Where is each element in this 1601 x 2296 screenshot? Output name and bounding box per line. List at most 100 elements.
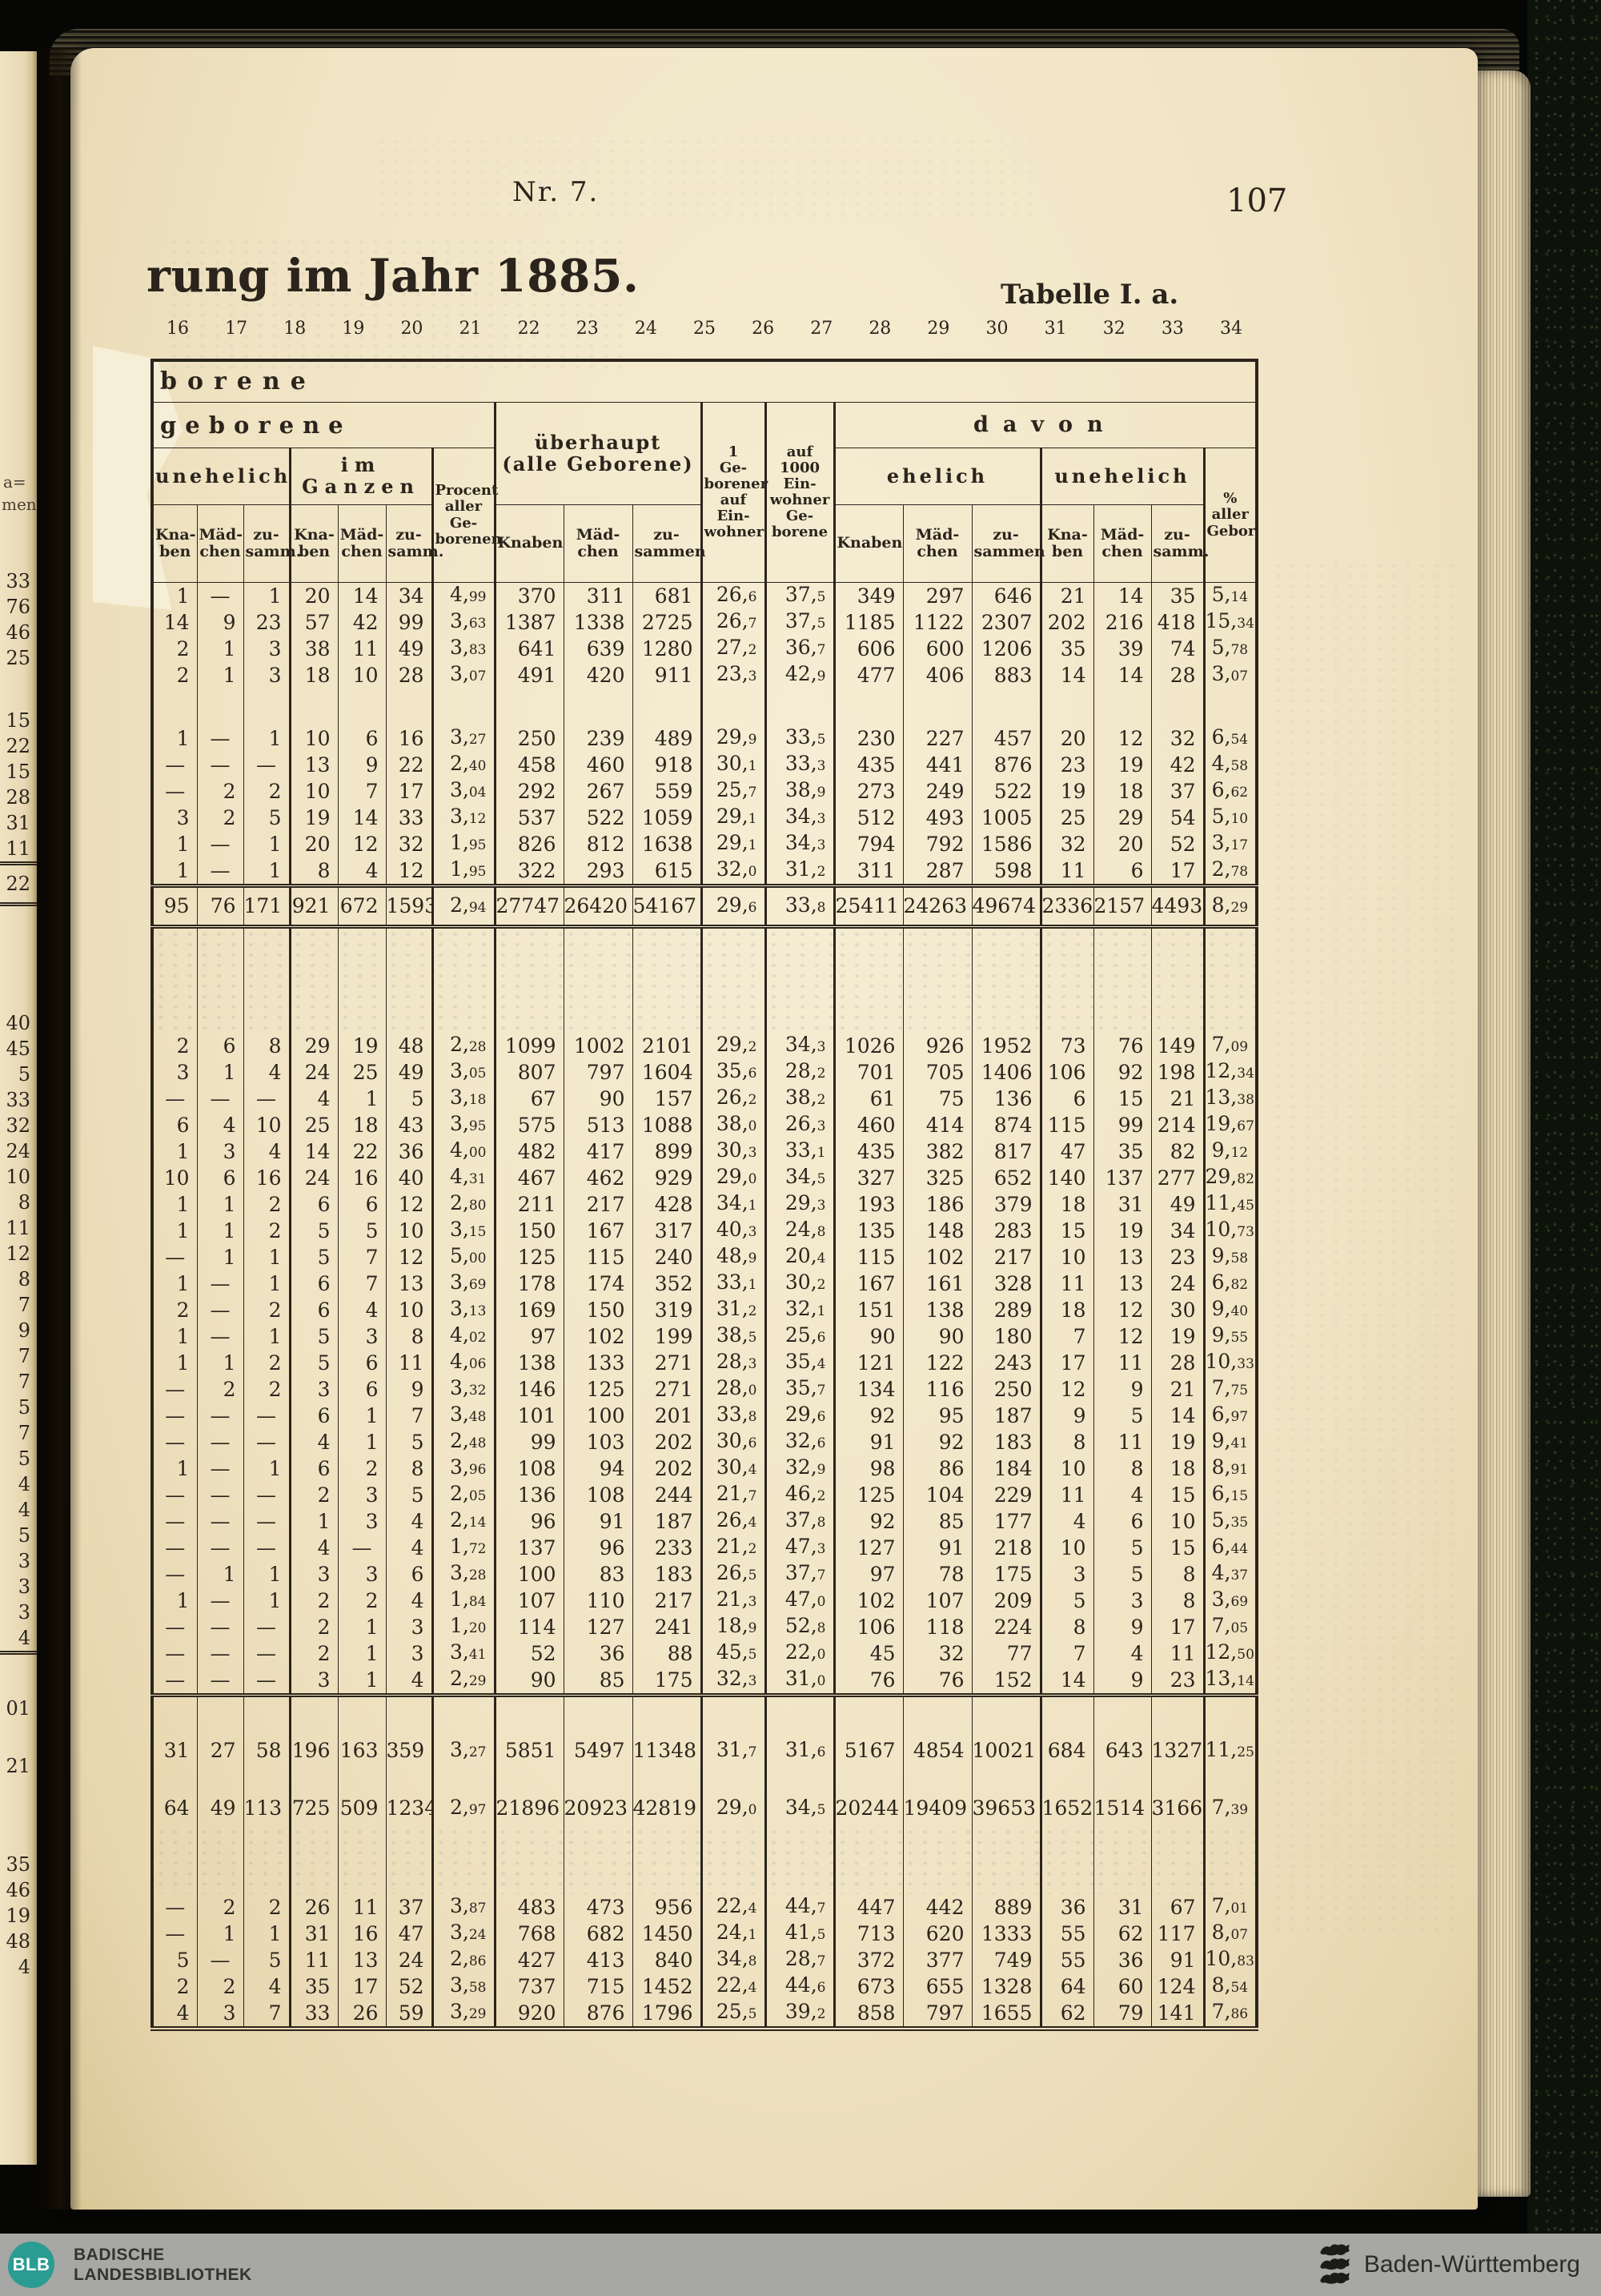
- table-cell: 6,44: [1202, 1535, 1258, 1561]
- book-cover-marbled: [1527, 0, 1601, 2296]
- table-cell: 171: [243, 884, 290, 929]
- table-cell: 4,06: [431, 1350, 495, 1376]
- table-cell: 1: [176, 584, 190, 608]
- table-cell: 45,5: [700, 1640, 765, 1667]
- table-cell: 104: [902, 1482, 972, 1508]
- table-cell: 3,27: [431, 1732, 495, 1769]
- table-cell: 19: [1093, 1218, 1151, 1244]
- table-cell: —: [165, 779, 186, 803]
- table-cell: 240: [632, 1244, 701, 1270]
- table-cell: 1655: [971, 2000, 1041, 2029]
- table-cell: 31,7: [700, 1732, 765, 1769]
- gap-cell: [1039, 1695, 1093, 1732]
- table-row: 1—1 8 4 12 1,95 322 293 615 32,0 31,2 311 287 598 11 6…: [152, 857, 1258, 886]
- gap-cell: [337, 1827, 386, 1894]
- edge-strip-row: 7: [0, 1292, 37, 1318]
- edge-value: 46: [6, 621, 30, 644]
- table-cell: 2: [176, 1298, 190, 1322]
- table-cell: 3,96: [431, 1455, 495, 1482]
- header-davon: davon: [833, 402, 1258, 448]
- table-cell: 28,2: [764, 1059, 834, 1086]
- table-cell: 377: [902, 1947, 972, 1973]
- gap-cell: [243, 926, 290, 1033]
- gap-cell: [288, 1827, 338, 1894]
- header-pct-aller: % aller Gebor.: [1202, 448, 1259, 583]
- table-cell: 28,0: [700, 1376, 765, 1403]
- table-cell: 42: [337, 609, 386, 636]
- edge-value: 15: [6, 761, 30, 783]
- table-cell: —: [165, 1430, 186, 1454]
- edge-value: 76: [6, 596, 30, 618]
- table-cell: 3,13: [431, 1297, 495, 1323]
- table-cell: 427: [493, 1947, 564, 1973]
- table-cell: 77: [971, 1640, 1041, 1667]
- table-cell: 57: [288, 609, 338, 636]
- table-cell: 36: [563, 1640, 632, 1667]
- table-cell: 32,1: [764, 1297, 834, 1323]
- table-cell: 2,28: [431, 1033, 495, 1059]
- table-cell: 6: [288, 1270, 338, 1297]
- table-cell: 49: [196, 1790, 243, 1827]
- table-cell: 372: [833, 1947, 903, 1973]
- table-cell: 3: [1093, 1588, 1151, 1614]
- table-cell: 31,2: [764, 857, 834, 886]
- edge-strip-row: 40: [0, 1010, 37, 1036]
- table-cell: —: [243, 1429, 290, 1455]
- table-label: Tabelle I. a.: [1001, 279, 1179, 311]
- table-cell: 1: [176, 1192, 190, 1216]
- table-cell: —: [196, 1297, 243, 1323]
- table-cell: —: [243, 752, 290, 778]
- table-cell: 33,8: [764, 884, 834, 929]
- table-cell: 34,5: [764, 1790, 834, 1827]
- library-name: BADISCHE LANDESBIBLIOTHEK: [74, 2245, 252, 2285]
- table-cell: 96: [563, 1535, 632, 1561]
- state-name: Baden-Württemberg: [1363, 2251, 1580, 2278]
- column-number: 16: [167, 319, 189, 339]
- table-cell: 85: [902, 1508, 972, 1535]
- table-cell: 8,29: [1202, 884, 1258, 929]
- table-cell: 10,73: [1202, 1218, 1258, 1244]
- table-cell: —: [165, 1403, 186, 1427]
- table-cell: 19: [1039, 778, 1093, 805]
- table-cell: —: [165, 1086, 186, 1110]
- table-cell: —: [165, 1377, 186, 1401]
- table-cell: 29,9: [700, 725, 765, 752]
- header-zusammen: zu- sammen: [971, 504, 1045, 583]
- table-cell: 600: [902, 636, 972, 662]
- table-cell: 3,05: [431, 1059, 495, 1086]
- table-cell: —: [165, 1509, 186, 1533]
- gap-cell: [632, 1769, 701, 1790]
- edge-strip-row: 4: [0, 1471, 37, 1497]
- table-cell: —: [243, 1403, 290, 1429]
- table-cell: 102: [563, 1323, 632, 1350]
- table-cell: 32,0: [700, 857, 765, 886]
- table-cell: 52: [1150, 831, 1204, 857]
- gap-cell: [700, 1769, 765, 1790]
- edge-strip-row: 4: [0, 1497, 37, 1523]
- table-cell: 522: [563, 805, 632, 831]
- table-cell: 32,6: [764, 1429, 834, 1455]
- header-im-ganzen: im Ganzen: [288, 448, 432, 505]
- table-cell: 1: [337, 1086, 386, 1112]
- table-cell: 920: [493, 2000, 564, 2029]
- table-cell: 4: [385, 1667, 432, 1697]
- table-cell: 21,2: [700, 1535, 765, 1561]
- table-cell: —: [196, 1086, 243, 1112]
- gap-cell: [700, 688, 765, 725]
- table-cell: 5: [288, 1323, 338, 1350]
- table-cell: 2,40: [431, 752, 495, 778]
- gap-cell: [152, 926, 197, 1033]
- table-cell: 52,8: [764, 1614, 834, 1640]
- table-cell: 311: [563, 582, 632, 609]
- table-cell: 13: [385, 1270, 432, 1297]
- edge-value: 45: [6, 1038, 30, 1060]
- table-cell: 1514: [1093, 1790, 1151, 1827]
- edge-value: 3: [18, 1550, 30, 1572]
- table-cell: 22,0: [764, 1640, 834, 1667]
- table-cell: 12: [385, 1191, 432, 1218]
- table-cell: 317: [632, 1218, 701, 1244]
- table-cell: 858: [833, 2000, 903, 2029]
- table-cell: 102: [902, 1244, 972, 1270]
- edge-strip-row: 3: [0, 1600, 37, 1625]
- table-cell: 10: [337, 662, 386, 688]
